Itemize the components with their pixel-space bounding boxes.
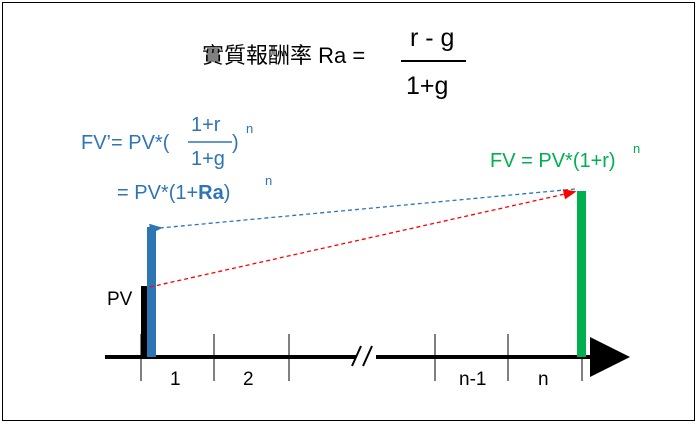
period-label: n — [538, 369, 549, 390]
pv-label: PV — [107, 289, 133, 310]
fv-prime-line2-prefix: = PV*(1+ — [117, 182, 199, 204]
fv-prime-paren-close: ) — [232, 132, 239, 154]
period-label: n-1 — [459, 369, 487, 390]
red-dashed-arrow — [149, 189, 577, 288]
fv-prime-line2-suffix: ) — [223, 182, 231, 204]
diagram-frame — [2, 2, 695, 421]
fv-prime-line2: = PV*(1+Ra) — [117, 183, 230, 203]
real-return-formula-label: 實質報酬率 Ra = — [202, 43, 366, 68]
axis-break-mark-2 — [362, 345, 373, 367]
period-label: 2 — [243, 369, 254, 390]
fv-prime-frac-numerator: 1+r — [191, 114, 221, 136]
fv-prime-exponent: n — [246, 121, 254, 136]
fv-bar — [577, 191, 586, 357]
formula-denominator: 1+g — [406, 72, 449, 100]
fv-prime-prefix: FV’= PV*( — [81, 132, 170, 154]
period-label: 1 — [170, 369, 181, 390]
formula-numerator: r - g — [410, 24, 455, 52]
fv-prime-line2-exponent: n — [265, 173, 273, 188]
fv-exponent: n — [633, 141, 641, 156]
fv-formula: FV = PV*(1+r) — [490, 150, 616, 172]
fv-prime-bar — [147, 227, 156, 357]
fv-prime-line2-ra: Ra — [198, 182, 224, 204]
pv-bar — [141, 286, 150, 357]
fv-prime-frac-denominator: 1+g — [191, 148, 225, 170]
axis-break-mark-1 — [351, 345, 362, 367]
